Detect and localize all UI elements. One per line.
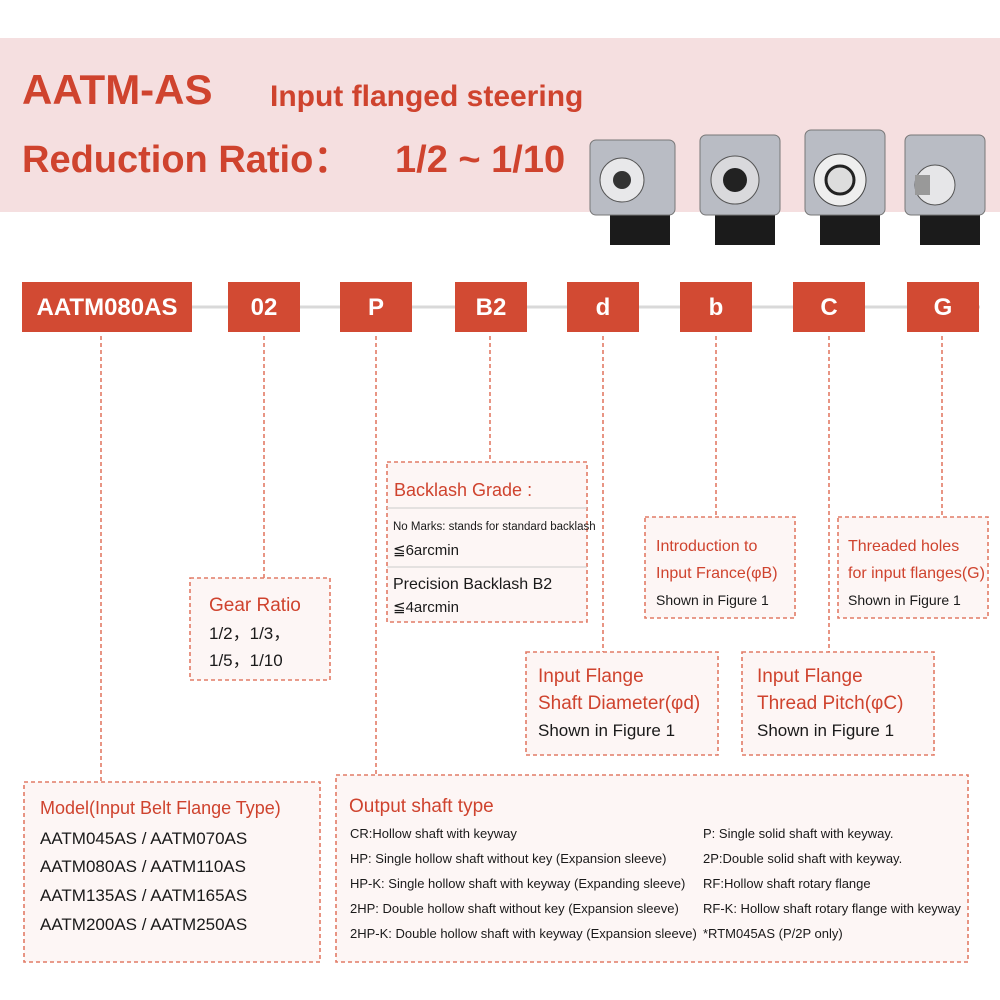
code-text: P (368, 294, 384, 321)
shaft-diameter-box: Input Flange Shaft Diameter(φd) Shown in… (525, 651, 719, 756)
code-text: AATM080AS (37, 294, 178, 321)
backlash-box: Backlash Grade : No Marks: stands for st… (386, 461, 596, 623)
ratio-label: Reduction Ratio： (22, 139, 351, 181)
box-line: Input Flange (757, 666, 863, 687)
subtitle: Input flanged steering (270, 80, 583, 113)
box-line: Input France(φB) (656, 565, 778, 582)
box-note: Shown in Figure 1 (757, 721, 894, 740)
box-line: ≦4arcmin (393, 599, 459, 616)
box-line: HP-K: Single hollow shaft with keyway (E… (350, 876, 685, 891)
box-line: 2HP: Double hollow shaft without key (Ex… (350, 901, 679, 916)
code-text: G (934, 294, 953, 321)
box-line: *RTM045AS (P/2P only) (703, 926, 843, 941)
code-text: b (709, 294, 724, 321)
box-line: No Marks: stands for standard backlash (393, 521, 596, 533)
box-title: Model(Input Belt Flange Type) (40, 798, 281, 818)
box-line: Threaded holes (848, 538, 959, 555)
box-line: RF-K: Hollow shaft rotary flange with ke… (703, 901, 961, 916)
leader-lines (100, 336, 943, 782)
box-line: Precision Backlash B2 (393, 576, 552, 593)
ratio-value: 1/2 ~ 1/10 (395, 139, 565, 181)
box-line: AATM080AS / AATM110AS (40, 857, 246, 876)
box-line: Introduction to (656, 538, 758, 555)
code-box (22, 282, 192, 332)
box-line: RF:Hollow shaft rotary flange (703, 876, 871, 891)
box-line: Thread Pitch(φC) (757, 693, 903, 714)
code-text: B2 (476, 294, 507, 321)
box-title: Backlash Grade : (394, 480, 532, 500)
code-text: d (596, 294, 611, 321)
model-box: Model(Input Belt Flange Type) AATM045AS … (23, 781, 321, 963)
box-line: Input Flange (538, 666, 644, 687)
box-line: 2HP-K: Double hollow shaft with keyway (… (350, 926, 697, 941)
box-line: AATM045AS / AATM070AS (40, 829, 247, 848)
box-line: 1/5，1/10 (209, 651, 283, 670)
code-box (793, 282, 865, 332)
box-line: 2P:Double solid shaft with keyway. (703, 851, 902, 866)
thread-pitch-box: Input Flange Thread Pitch(φC) Shown in F… (741, 651, 935, 756)
code-box (228, 282, 300, 332)
code-text: 02 (251, 294, 278, 321)
code-box (907, 282, 979, 332)
box-note: Shown in Figure 1 (656, 592, 769, 608)
box-line: P: Single solid shaft with keyway. (703, 826, 894, 841)
code-row: AATM080AS 02 P B2 d b C G (22, 282, 980, 332)
code-box (340, 282, 412, 332)
title: AATM-AS (22, 66, 213, 113)
code-box (567, 282, 639, 332)
input-flange-box: Introduction to Input France(φB) Shown i… (644, 516, 796, 619)
gearbox-images (589, 129, 986, 245)
box-title: Output shaft type (349, 796, 494, 817)
code-text: C (820, 294, 837, 321)
code-box (455, 282, 527, 332)
box-note: Shown in Figure 1 (538, 721, 675, 740)
box-line: HP: Single hollow shaft without key (Exp… (350, 851, 667, 866)
box-line: AATM135AS / AATM165AS (40, 886, 247, 905)
output-shaft-box: Output shaft type CR:Hollow shaft with k… (335, 774, 969, 963)
gear-ratio-box: Gear Ratio 1/2，1/3， 1/5，1/10 (189, 577, 331, 681)
box-line: Shaft Diameter(φd) (538, 693, 700, 714)
box-line: 1/2，1/3， (209, 624, 290, 643)
threaded-holes-box: Threaded holes for input flanges(G) Show… (837, 516, 989, 619)
box-line: for input flanges(G) (848, 565, 985, 582)
box-note: Shown in Figure 1 (848, 592, 961, 608)
box-line: CR:Hollow shaft with keyway (350, 826, 517, 841)
box-title: Gear Ratio (209, 595, 301, 616)
box-line: AATM200AS / AATM250AS (40, 915, 247, 934)
box-line: ≦6arcmin (393, 542, 459, 559)
code-box (680, 282, 752, 332)
